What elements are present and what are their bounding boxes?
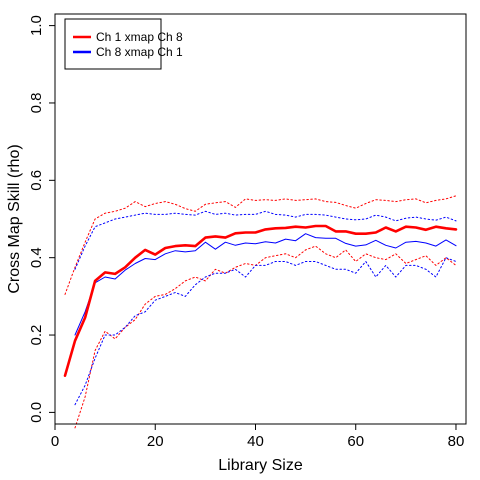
- legend-label-ch1-xmap-ch8: Ch 1 xmap Ch 8: [96, 30, 183, 44]
- ch1-xmap-ch8-bound-line: [64, 195, 457, 295]
- y-axis: 0.0 0.2 0.4 0.6 0.8 1.0: [28, 15, 56, 423]
- x-tick-label: 40: [247, 433, 264, 450]
- ch8-xmap-ch1-bound-line: [74, 257, 457, 406]
- x-axis: 0 20 40 60 80: [51, 423, 465, 450]
- x-tick-label: 60: [347, 433, 364, 450]
- x-tick-label: 20: [147, 433, 164, 450]
- legend: Ch 1 xmap Ch 8Ch 8 xmap Ch 1: [64, 18, 183, 70]
- y-axis-title: Cross Map Skill (rho): [6, 144, 23, 293]
- y-tick-label: 0.4: [28, 247, 45, 268]
- x-tick-label: 0: [51, 433, 59, 450]
- ch8-xmap-ch1-bound-line: [74, 210, 457, 270]
- y-tick-label: 0.6: [28, 170, 45, 191]
- x-tick-label: 80: [448, 433, 465, 450]
- y-tick-label: 1.0: [28, 15, 45, 36]
- legend-label-ch8-xmap-ch1: Ch 8 xmap Ch 1: [96, 45, 183, 59]
- x-axis-title: Library Size: [218, 457, 303, 474]
- legend-box: [64, 18, 162, 70]
- plot-lines: [63, 195, 458, 429]
- y-tick-label: 0.8: [28, 93, 45, 114]
- ch8-xmap-ch1-line: [74, 233, 457, 336]
- ch1-xmap-ch8-line: [63, 224, 458, 377]
- y-tick-label: 0.2: [28, 325, 45, 346]
- y-tick-label: 0.0: [28, 402, 45, 423]
